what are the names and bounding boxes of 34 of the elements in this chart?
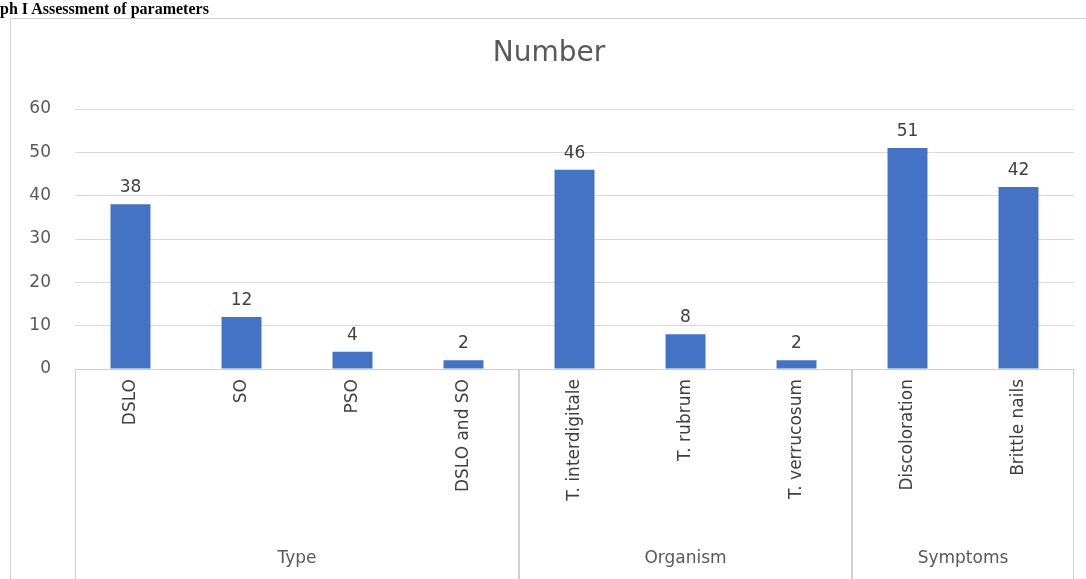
x-tick-label: T. rubrum <box>673 379 694 463</box>
x-axis-title: Symptoms <box>917 547 1009 568</box>
y-tick-label: 30 <box>29 227 51 248</box>
data-label: 51 <box>896 119 919 140</box>
bar <box>443 360 484 369</box>
bar <box>110 204 151 369</box>
x-tick-label: PSO <box>340 379 361 414</box>
chart-title: Number <box>491 35 607 68</box>
x-tick-label: Brittle nails <box>1006 378 1027 476</box>
text: ph I Assessment of parameters <box>0 0 209 18</box>
data-label: 2 <box>791 332 802 353</box>
x-axis-title: Type <box>276 547 317 568</box>
y-tick-label: 60 <box>29 97 51 118</box>
y-tick-label: 0 <box>40 357 51 378</box>
bar <box>332 351 373 369</box>
y-tick-label: 20 <box>29 270 51 291</box>
bar <box>221 317 262 369</box>
y-tick-label: 50 <box>29 140 51 161</box>
data-label: 42 <box>1007 158 1030 179</box>
x-axis-title: Organism <box>644 547 727 568</box>
data-label: 38 <box>119 176 142 197</box>
x-tick-label: Discoloration <box>895 379 916 491</box>
y-tick-label: 10 <box>29 314 51 335</box>
data-label: 12 <box>230 288 253 309</box>
data-label: 46 <box>563 141 586 162</box>
x-tick-label: T. interdigitale <box>562 379 583 502</box>
data-label: 2 <box>458 332 469 353</box>
y-tick-label: 40 <box>29 184 51 205</box>
x-tick-label: DSLO <box>118 379 139 426</box>
x-tick-label: SO <box>229 379 250 404</box>
x-tick-label: DSLO and SO <box>451 379 472 493</box>
data-label: 4 <box>347 323 358 344</box>
x-tick-label: T. verrucosum <box>784 379 805 501</box>
data-label: 8 <box>680 306 691 327</box>
